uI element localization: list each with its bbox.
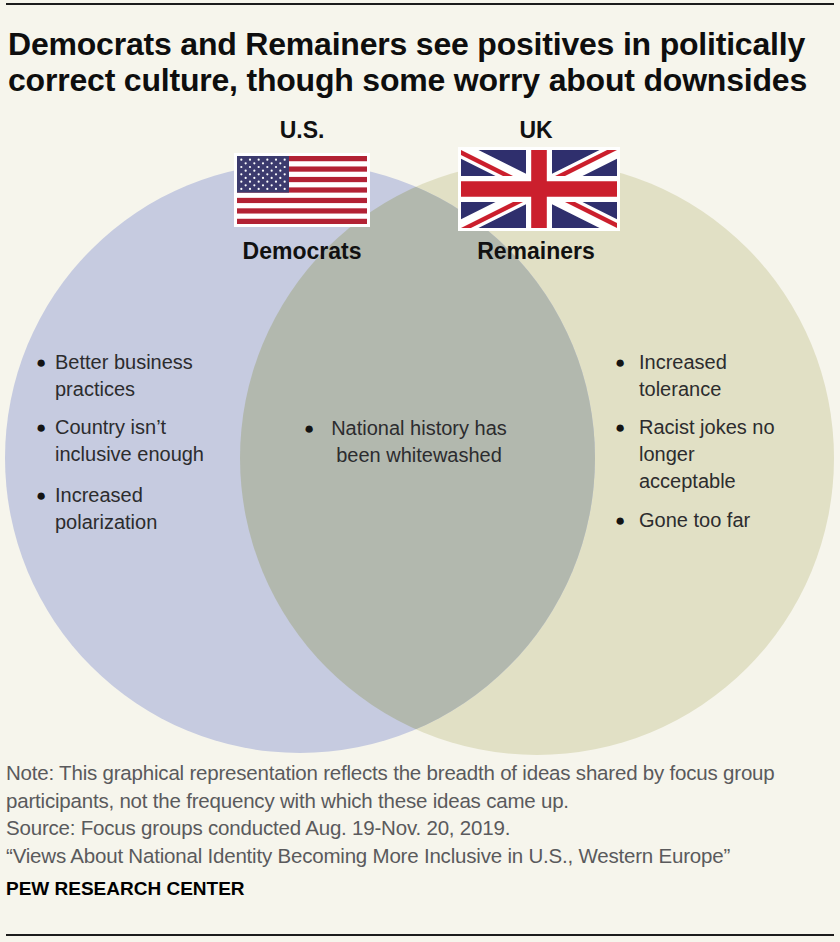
- country-label-us: U.S.: [192, 117, 412, 144]
- us-flag-icon: [234, 153, 370, 227]
- left-list-item: ●Increased polarization: [36, 482, 157, 536]
- brand-logo-text: PEW RESEARCH CENTER: [6, 878, 245, 900]
- bullet-icon: ●: [615, 507, 625, 534]
- left-list-item: ●Better business practices: [36, 349, 193, 403]
- bullet-icon: ●: [36, 414, 46, 441]
- bullet-icon: ●: [304, 415, 314, 442]
- right-list-item: ●Gone too far: [615, 507, 750, 534]
- bullet-icon: ●: [36, 349, 46, 376]
- bottom-rule: [6, 934, 834, 936]
- bullet-icon: ●: [615, 349, 625, 376]
- right-list-item: ●Increased tolerance: [615, 349, 727, 403]
- bullet-icon: ●: [615, 414, 625, 441]
- group-label-remainers: Remainers: [426, 238, 646, 265]
- country-label-uk: UK: [426, 117, 646, 144]
- overlap-list-item: ●National history has been whitewashed: [304, 415, 514, 469]
- bullet-icon: ●: [36, 482, 46, 509]
- footer-notes: Note: This graphical representation refl…: [6, 759, 775, 869]
- report-title-text: “Views About National Identity Becoming …: [6, 842, 775, 870]
- source-text: Source: Focus groups conducted Aug. 19-N…: [6, 814, 775, 842]
- left-list-item: ●Country isn’t inclusive enough: [36, 414, 204, 468]
- right-list-item: ●Racist jokes no longer acceptable: [615, 414, 775, 495]
- uk-flag-icon: [458, 147, 620, 231]
- note-text: Note: This graphical representation refl…: [6, 759, 775, 814]
- group-label-democrats: Democrats: [192, 238, 412, 265]
